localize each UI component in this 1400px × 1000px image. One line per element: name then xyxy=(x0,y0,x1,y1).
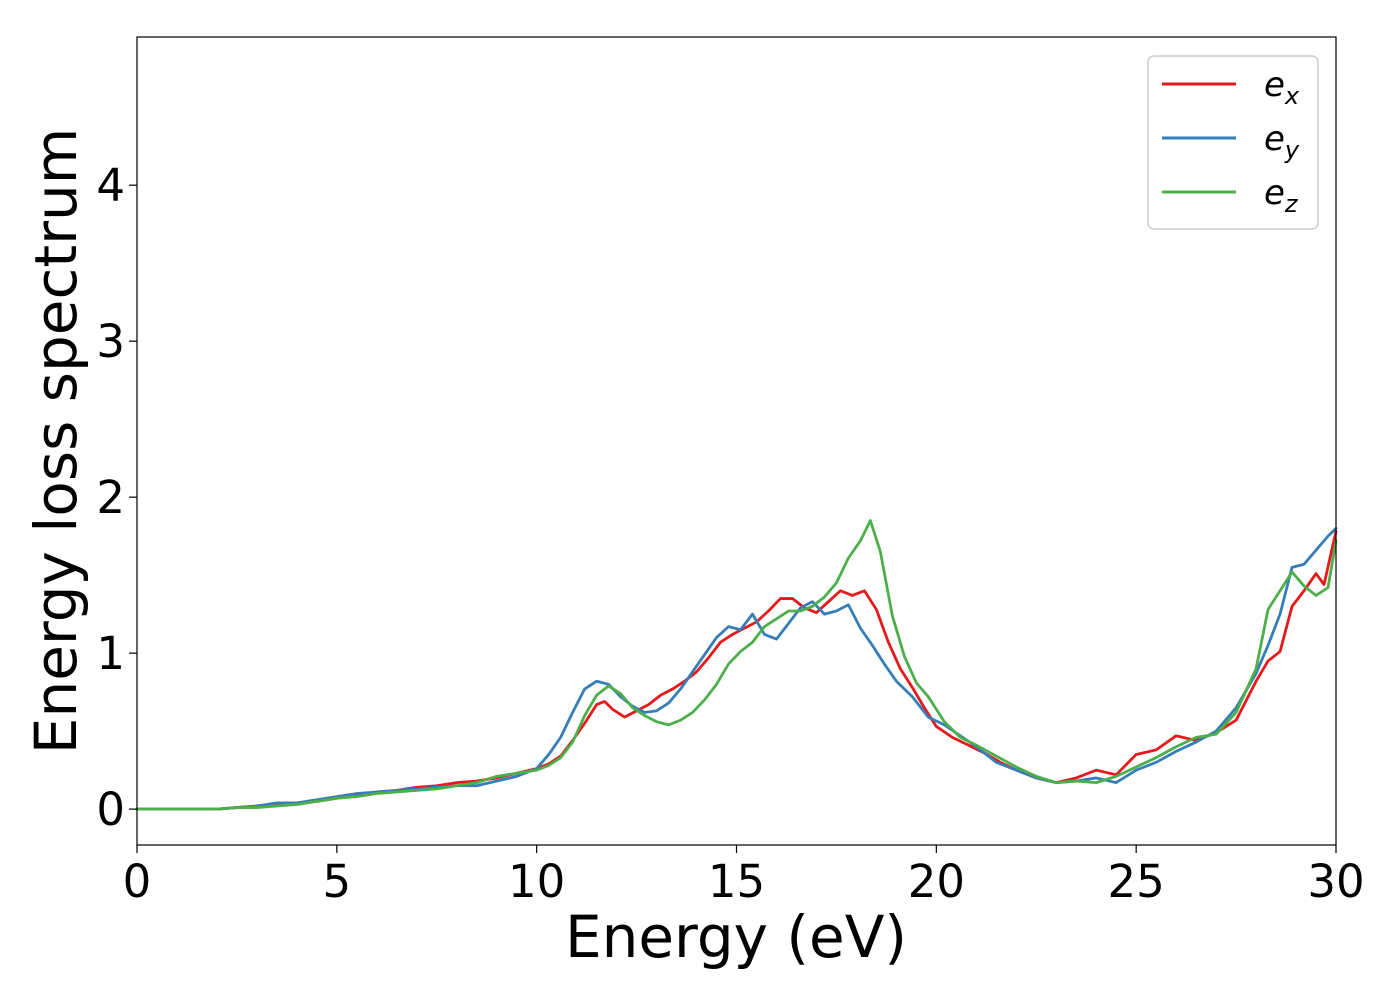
x-tick-label: 5 xyxy=(323,855,352,908)
y-tick-label: 2 xyxy=(96,471,125,524)
legend-label-sub: y xyxy=(1284,136,1300,164)
legend-label-sub: z xyxy=(1284,190,1299,218)
x-tick-label: 30 xyxy=(1307,855,1364,908)
y-tick-label: 3 xyxy=(96,315,125,368)
legend-label-main: e xyxy=(1264,173,1285,213)
y-tick-label: 0 xyxy=(96,783,125,836)
legend-label-x: ex xyxy=(1264,65,1300,110)
y-tick-label: 4 xyxy=(96,159,125,212)
legend-label-main: e xyxy=(1264,119,1285,159)
series-line-z xyxy=(135,519,1338,811)
y-tick-label: 1 xyxy=(96,627,125,680)
series-layer xyxy=(135,519,1338,811)
x-axis-title: Energy (eV) xyxy=(565,903,907,971)
x-axis-ticks: 0 5 10 15 20 25 30 xyxy=(123,845,1365,908)
legend-label-main: e xyxy=(1264,65,1285,105)
legend-label-y: ey xyxy=(1264,119,1300,164)
legend-label-z: ez xyxy=(1264,173,1299,218)
series-line-x xyxy=(135,530,1338,811)
y-axis-ticks: 0 1 2 3 4 xyxy=(96,159,137,836)
legend-label-sub: x xyxy=(1284,82,1300,110)
x-tick-label: 0 xyxy=(123,855,152,908)
x-tick-label: 10 xyxy=(508,855,565,908)
x-tick-label: 15 xyxy=(708,855,765,908)
y-axis-title: Energy loss spectrum xyxy=(22,128,90,754)
legend-box xyxy=(1147,55,1319,230)
x-tick-label: 20 xyxy=(908,855,965,908)
series-line-y xyxy=(135,526,1338,811)
x-tick-label: 25 xyxy=(1108,855,1165,908)
